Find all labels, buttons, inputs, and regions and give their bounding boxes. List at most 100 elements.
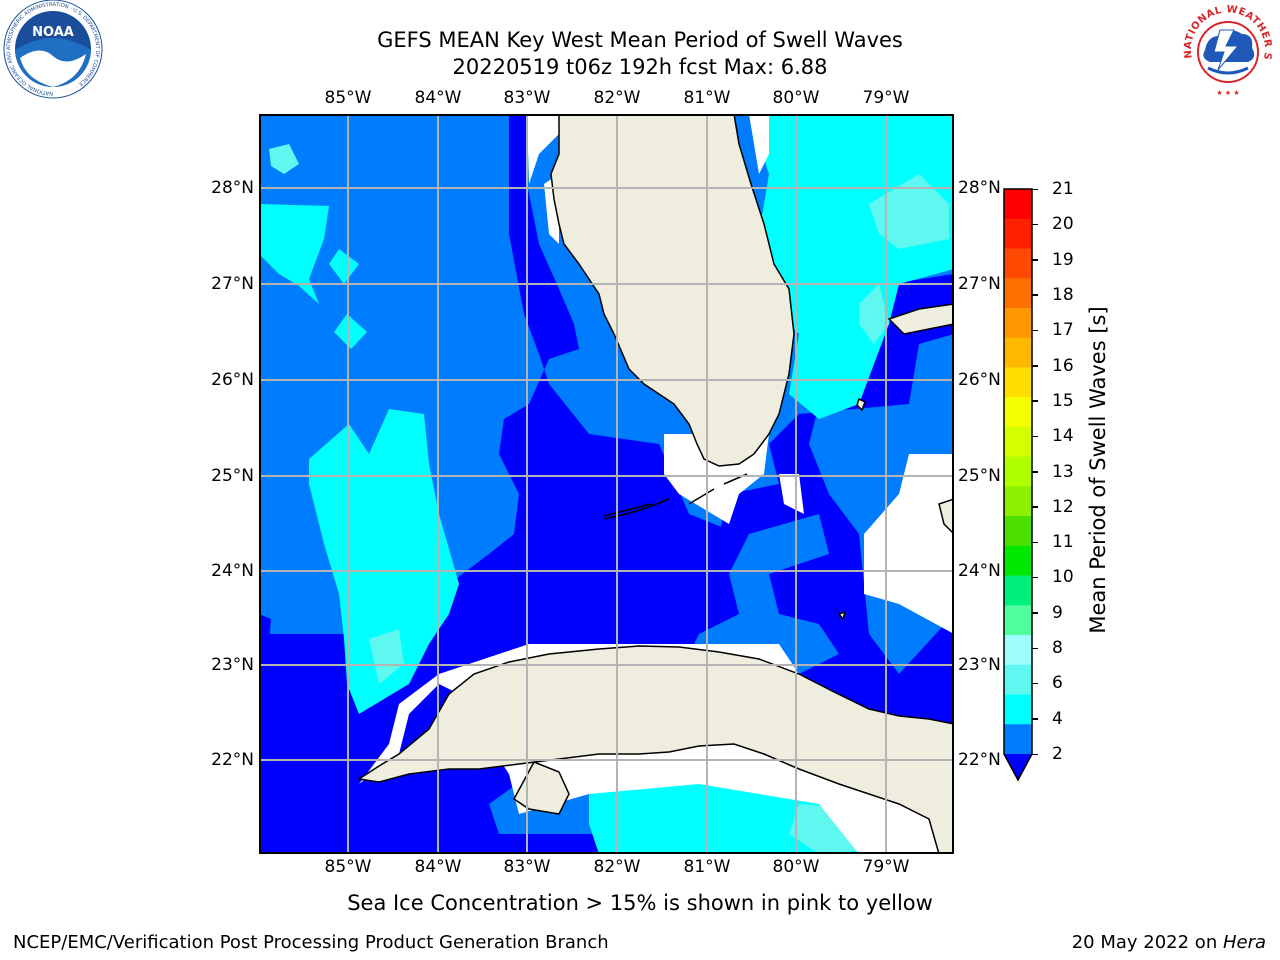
- colorbar-tick-label: 21: [1052, 179, 1074, 199]
- latitude-label-left: 28°N: [211, 178, 254, 198]
- colorbar-tick-label: 9: [1052, 602, 1063, 623]
- longitude-label-top: 79°W: [862, 88, 910, 108]
- colorbar-tick-mark: [1032, 329, 1038, 332]
- noaa-logo-text: NOAA: [32, 25, 74, 40]
- colorbar-segment: [1004, 664, 1032, 696]
- florida-land: [550, 114, 795, 467]
- map-subtitle: 20220519 t06z 192h fcst Max: 6.88: [452, 55, 828, 79]
- colorbar-tick-mark: [1032, 188, 1038, 190]
- longitude-label-bottom: 83°W: [503, 857, 551, 877]
- colorbar-segment: [1004, 218, 1032, 249]
- colorbar-tick-mark: [1032, 259, 1038, 261]
- footer-credit: NCEP/EMC/Verification Post Processing Pr…: [13, 932, 609, 953]
- latitude-label-right: 23°N: [958, 655, 1001, 675]
- colorbar-segment: [1004, 248, 1032, 279]
- colorbar-segment: [1004, 307, 1032, 339]
- footer-date-text: 20 May 2022 on: [1071, 932, 1223, 953]
- colorbar-tick-label: 4: [1052, 708, 1063, 729]
- colorbar-tick-label: 19: [1052, 249, 1074, 270]
- colorbar-segment: [1004, 605, 1032, 636]
- latitude-label-left: 23°N: [211, 655, 254, 675]
- colorbar-tick-label: 18: [1052, 284, 1074, 305]
- longitude-label-bottom: 85°W: [324, 857, 372, 877]
- colorbar-tick-mark: [1032, 294, 1038, 296]
- longitude-label-bottom: 80°W: [772, 857, 820, 877]
- colorbar-tick-label: 16: [1052, 355, 1074, 376]
- longitude-label-bottom: 79°W: [862, 857, 910, 877]
- colorbar-frame: [1003, 188, 1033, 782]
- longitude-label-bottom: 81°W: [683, 857, 731, 877]
- colorbar-tick-label: 12: [1052, 496, 1074, 517]
- colorbar-tick-label: 13: [1052, 461, 1074, 482]
- colorbar-segment: [1004, 516, 1032, 547]
- colorbar-tick-mark: [1032, 471, 1038, 473]
- colorbar-under-arrow: [1004, 754, 1032, 780]
- svg-text:★ ★ ★: ★ ★ ★: [1216, 89, 1239, 97]
- colorbar-tick-label: 14: [1052, 426, 1074, 447]
- swell-field-below-2-west: [259, 614, 379, 814]
- nws-logo-icon: NATIONAL WEATHER SERVICE ★ ★ ★: [1178, 0, 1276, 98]
- colorbar-tick-label: 10: [1052, 567, 1074, 588]
- swell-field-6-8: [269, 144, 949, 854]
- latitude-label-right: 27°N: [958, 274, 1001, 294]
- colorbar-tick-mark: [1032, 576, 1038, 579]
- colorbar-tick-mark: [1032, 647, 1038, 650]
- colorbar-tick-mark: [1032, 541, 1038, 544]
- colorbar-tick-label: 8: [1052, 638, 1063, 659]
- colorbar-tick-label: 2: [1052, 744, 1063, 764]
- noaa-logo-icon: NATIONAL OCEANIC AND ATMOSPHERIC ADMINIS…: [3, 0, 103, 99]
- colorbar-tick-label: 11: [1052, 532, 1074, 553]
- map-grid: [259, 114, 954, 854]
- colorbar-segment: [1004, 367, 1032, 398]
- latitude-label-right: 22°N: [958, 750, 1001, 770]
- colorbar-tick-label: 6: [1052, 673, 1063, 694]
- map-title: GEFS MEAN Key West Mean Period of Swell …: [377, 28, 903, 52]
- footer-host: Hera: [1222, 932, 1266, 953]
- colorbar-segment: [1004, 575, 1032, 606]
- longitude-label-top: 81°W: [683, 88, 731, 108]
- colorbar-tick-label: 15: [1052, 390, 1074, 411]
- colorbar-tick-mark: [1032, 612, 1038, 614]
- florida-keys: [603, 473, 748, 520]
- colorbar-label: Mean Period of Swell Waves [s]: [1086, 306, 1110, 634]
- latitude-label-left: 26°N: [211, 370, 254, 390]
- latitude-label-left: 27°N: [211, 274, 254, 294]
- colorbar-tick-mark: [1032, 506, 1038, 508]
- colorbar-tick-mark: [1032, 682, 1038, 685]
- longitude-label-bottom: 82°W: [593, 857, 641, 877]
- colorbar-tick-mark: [1032, 718, 1038, 720]
- swell-period-map: [259, 114, 954, 854]
- colorbar-segment: [1004, 486, 1032, 517]
- latitude-label-right: 25°N: [958, 466, 1001, 486]
- colorbar-tick-label: 20: [1052, 214, 1074, 235]
- colorbar-segment: [1004, 397, 1032, 428]
- latitude-label-left: 24°N: [211, 561, 254, 581]
- colorbar-segment: [1004, 724, 1032, 755]
- colorbar-tick-mark: [1032, 753, 1038, 755]
- swell-field-2-4-straits: [679, 514, 839, 674]
- longitude-label-bottom: 84°W: [414, 857, 462, 877]
- colorbar-tick-mark: [1032, 223, 1038, 226]
- latitude-label-left: 25°N: [211, 466, 254, 486]
- colorbar-segment: [1004, 337, 1032, 368]
- cuba-land: [356, 645, 954, 854]
- colorbar-segment: [1004, 426, 1032, 458]
- colorbar-segment: [1004, 635, 1032, 666]
- colorbar-segment: [1004, 694, 1032, 725]
- footer-date: 20 May 2022 on Hera: [1072, 932, 1266, 953]
- colorbar-segment: [1004, 456, 1032, 487]
- latitude-label-right: 24°N: [958, 561, 1001, 581]
- longitude-label-top: 84°W: [414, 88, 462, 108]
- longitude-label-top: 85°W: [324, 88, 372, 108]
- colorbar-segment: [1004, 278, 1032, 309]
- colorbar-tick-mark: [1032, 435, 1038, 438]
- colorbar-tick-label: 17: [1052, 320, 1074, 341]
- latitude-label-left: 22°N: [211, 750, 254, 770]
- latitude-label-right: 28°N: [958, 178, 1001, 198]
- colorbar-tick-mark: [1032, 365, 1038, 367]
- sea-ice-note: Sea Ice Concentration > 15% is shown in …: [347, 891, 933, 915]
- longitude-label-top: 80°W: [772, 88, 820, 108]
- longitude-label-top: 83°W: [503, 88, 551, 108]
- map-frame: [259, 114, 954, 854]
- colorbar-segment: [1004, 545, 1032, 577]
